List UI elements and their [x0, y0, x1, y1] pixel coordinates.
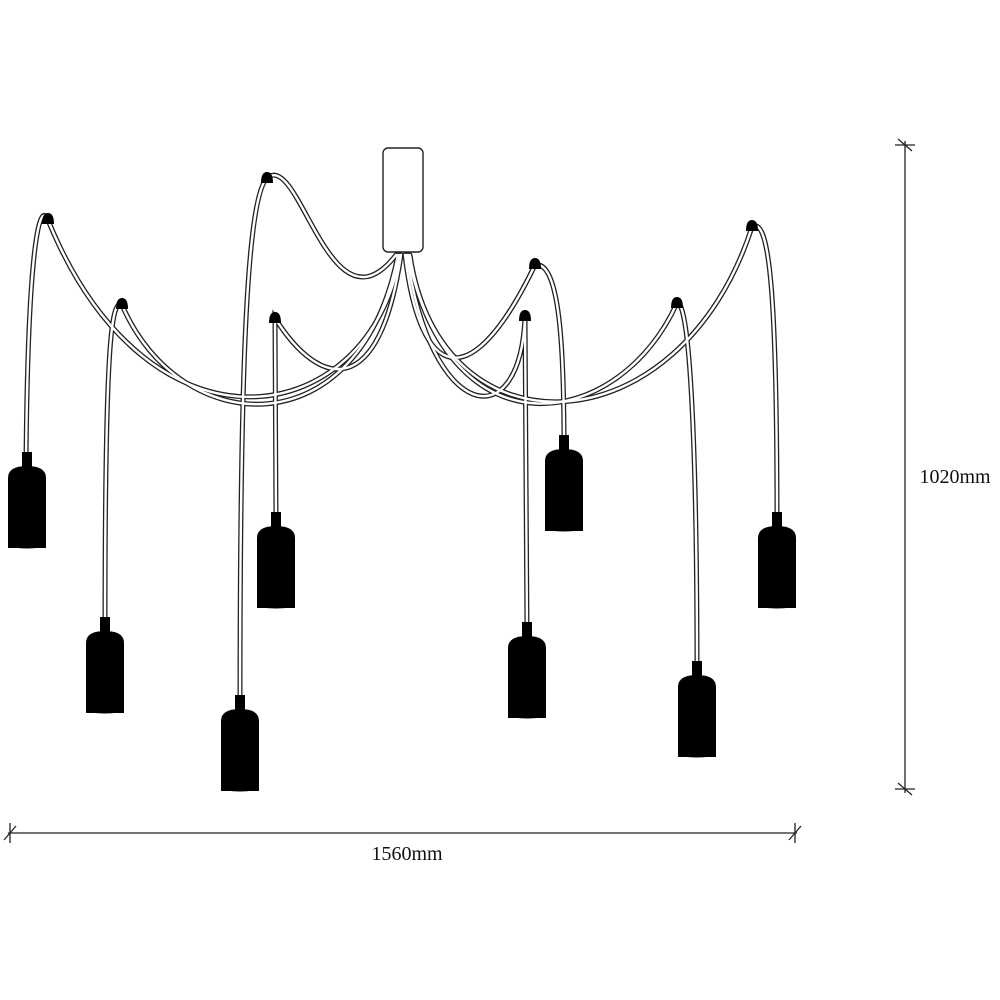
canopy	[382, 147, 424, 253]
cable-inner	[24, 173, 779, 709]
cables	[26, 175, 777, 707]
height-label: 1020mm	[919, 466, 991, 488]
width-label: 1560mm	[371, 843, 443, 865]
lamps	[8, 435, 796, 792]
width-dimension: 1560mm	[3, 823, 802, 865]
height-dimension: 1020mm	[895, 138, 991, 796]
